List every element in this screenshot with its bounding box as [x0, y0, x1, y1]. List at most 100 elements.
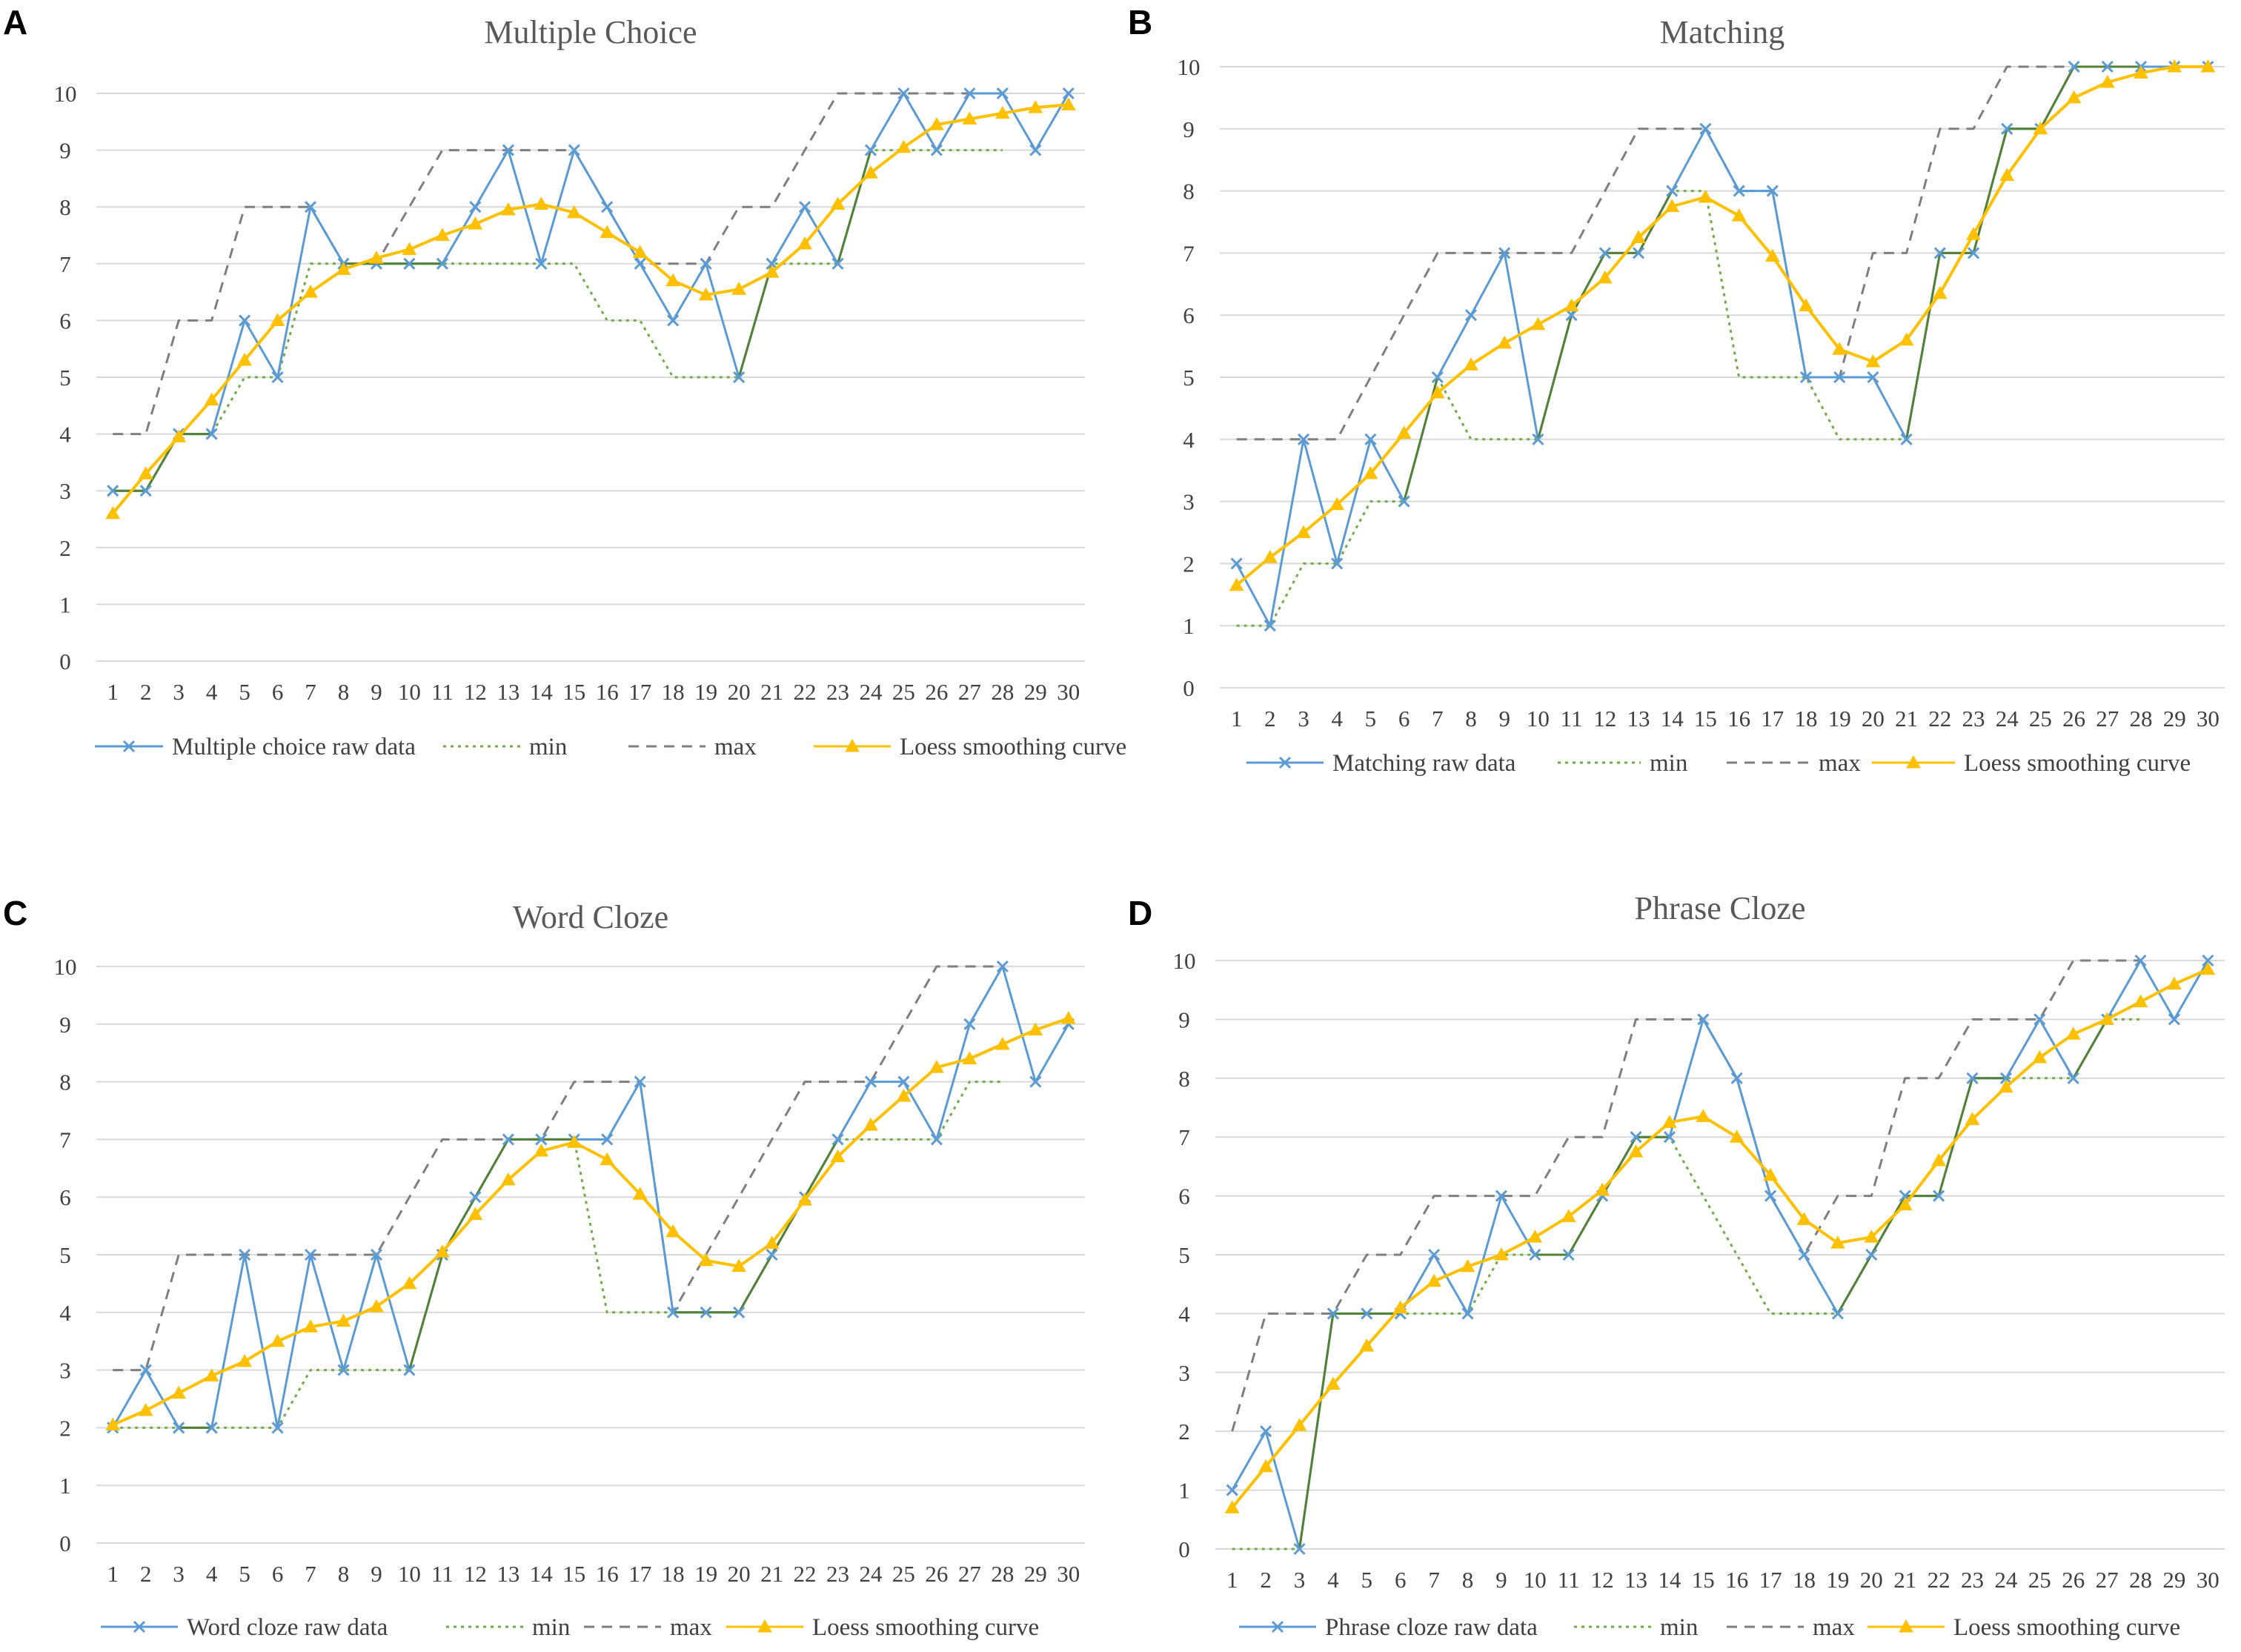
legend-item-max: max: [1727, 750, 1861, 777]
series-line-max: [1236, 65, 2141, 441]
x-tick-label: 2: [1264, 706, 1276, 732]
data-point: [1331, 557, 1344, 570]
data-point: [1999, 167, 2015, 182]
x-tick-label: 22: [794, 679, 817, 705]
x-tick-label: 12: [464, 679, 487, 705]
x-tick-label: 1: [1226, 1567, 1238, 1593]
data-point: [929, 1060, 944, 1073]
series-line-loess: [1231, 968, 2209, 1509]
data-point: [107, 485, 119, 497]
y-tick-label: 5: [1183, 365, 1195, 391]
data-point: [1965, 1112, 1980, 1125]
data-point: [634, 1075, 646, 1088]
data-point: [1597, 270, 1613, 284]
data-point: [700, 1306, 712, 1318]
y-tick-label: 7: [59, 1127, 71, 1152]
data-point: [863, 165, 878, 179]
data-point: [930, 144, 943, 156]
x-tick-label: 24: [1996, 706, 2019, 732]
data-point: [271, 1422, 284, 1434]
data-point: [1297, 433, 1310, 445]
data-point: [270, 313, 285, 326]
series-max: [113, 965, 1003, 1372]
data-point: [1532, 433, 1544, 445]
x-tick-label: 28: [2129, 1567, 2152, 1593]
legend-item-min: min: [443, 734, 567, 760]
legend-label: max: [714, 734, 757, 760]
x-tick-label: 28: [2130, 706, 2153, 732]
x-tick-label: 22: [1928, 706, 1951, 732]
y-tick-label: 2: [1183, 551, 1195, 577]
overlap-segment: [737, 1254, 773, 1313]
x-tick-label: 27: [958, 679, 981, 705]
x-tick-label: 4: [1331, 706, 1343, 732]
y-tick-label: 9: [59, 138, 71, 164]
data-point: [632, 245, 648, 258]
x-tick-label: 30: [1057, 679, 1080, 705]
y-tick-label: 10: [1173, 948, 1196, 974]
x-tick-label: 4: [206, 679, 218, 705]
data-point: [1864, 1230, 1879, 1243]
data-point: [469, 1191, 482, 1204]
data-point: [1867, 371, 1879, 384]
x-tick-label: 8: [1465, 706, 1477, 732]
y-tick-label: 6: [59, 308, 71, 334]
data-point: [1430, 385, 1445, 399]
series-max: [113, 92, 1003, 436]
data-point: [1460, 1258, 1475, 1273]
series-raw: [107, 87, 1075, 497]
y-tick-label: 9: [1178, 1006, 1190, 1032]
data-point: [731, 1258, 746, 1273]
data-point: [2133, 994, 2148, 1008]
data-point: [1495, 1190, 1507, 1202]
x-tick-label: 10: [398, 679, 421, 705]
x-tick-label: 23: [826, 679, 849, 705]
y-tick-label: 6: [1178, 1184, 1190, 1210]
data-point: [1831, 1307, 1844, 1320]
data-point: [1731, 208, 1747, 222]
x-tick-label: 27: [2096, 706, 2119, 732]
x-tick-label: 7: [305, 1561, 316, 1587]
legend: Matching raw data min max Loess smoothing c…: [1246, 750, 2191, 777]
data-point: [535, 257, 548, 270]
x-tick-label: 12: [1593, 706, 1616, 732]
overlap-segment: [803, 1138, 839, 1198]
legend-label: min: [1660, 1614, 1698, 1641]
data-point: [1763, 1167, 1778, 1181]
x-tick-label: 1: [107, 1561, 119, 1587]
y-tick-label: 0: [1183, 675, 1195, 701]
data-point: [698, 1253, 714, 1267]
data-point: [1932, 285, 1948, 299]
x-tick-label: 5: [239, 679, 250, 705]
data-point: [1396, 425, 1412, 439]
legend-marker: [122, 740, 136, 753]
data-point: [1696, 1109, 1711, 1122]
legend-item-min: min: [1558, 750, 1687, 777]
x-tick-label: 14: [530, 1561, 554, 1587]
y-tick-label: 7: [1178, 1124, 1190, 1150]
data-point: [1464, 309, 1478, 322]
legend-marker: [1271, 1620, 1284, 1633]
x-tick-label: 11: [431, 1561, 454, 1587]
x-tick-label: 19: [1828, 706, 1851, 732]
data-point: [1028, 1022, 1043, 1036]
overlap-segment: [1298, 1313, 1335, 1550]
data-point: [766, 1248, 778, 1261]
legend-label: max: [670, 1614, 712, 1641]
x-tick-label: 10: [398, 1561, 421, 1587]
data-point: [1631, 230, 1646, 243]
chart-title: Matching: [1660, 14, 1785, 50]
legend-item-max: max: [628, 734, 757, 760]
x-tick-label: 15: [562, 679, 585, 705]
data-point: [1966, 1072, 1979, 1084]
y-tick-label: 4: [1183, 427, 1195, 453]
data-point: [733, 1306, 746, 1318]
x-tick-label: 27: [958, 1561, 981, 1587]
x-tick-label: 15: [1694, 706, 1717, 732]
data-point: [1398, 495, 1410, 508]
data-point: [1564, 298, 1579, 312]
x-tick-label: 3: [173, 1561, 185, 1587]
data-point: [1060, 97, 1076, 110]
overlap-segment: [1972, 128, 2008, 253]
